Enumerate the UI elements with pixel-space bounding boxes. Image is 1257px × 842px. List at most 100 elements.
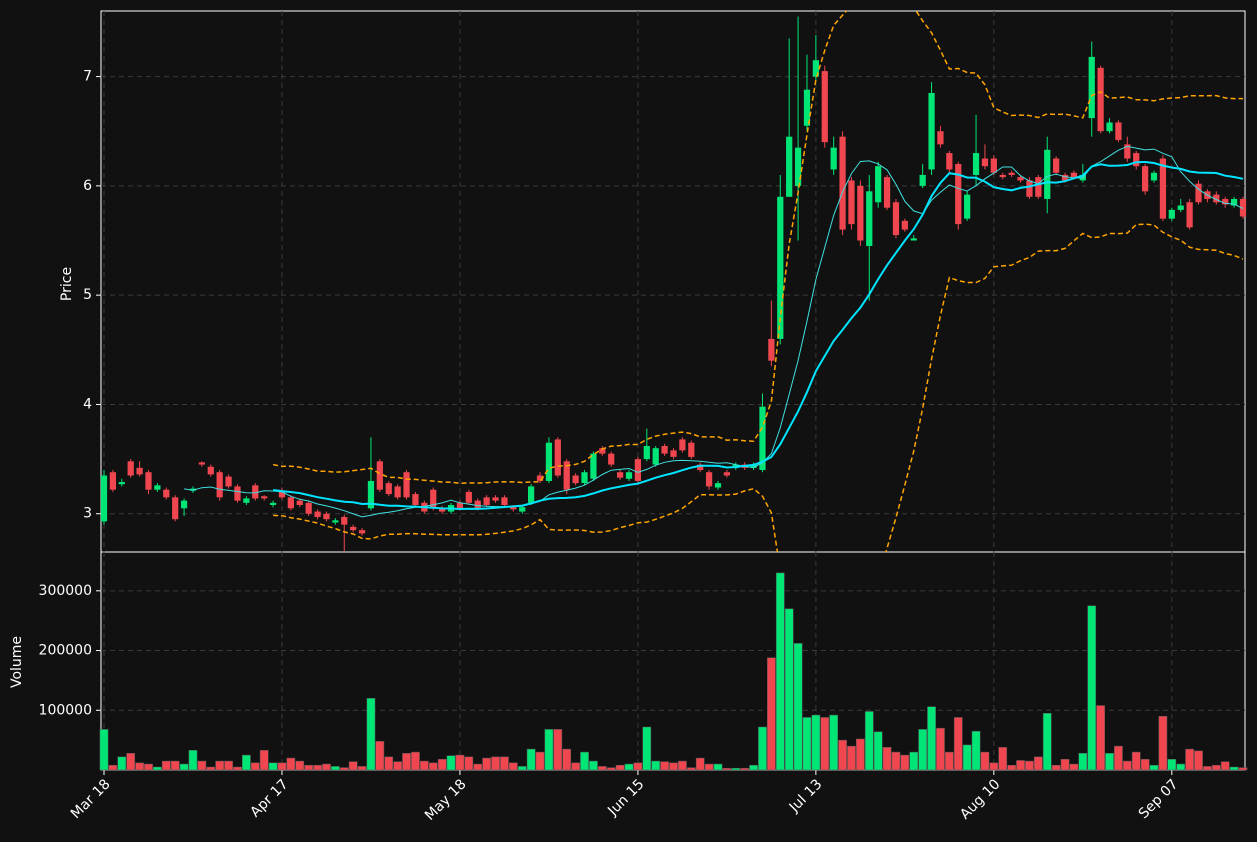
- candle-body: [225, 476, 232, 487]
- volume-bar: [571, 762, 580, 771]
- volume-bar: [980, 751, 990, 771]
- bollinger-band: [273, 223, 1244, 552]
- volume-bar: [197, 760, 207, 771]
- volume-bar: [580, 751, 589, 771]
- volume-bar: [464, 756, 474, 771]
- candle-body: [252, 485, 259, 499]
- candle-body: [403, 472, 410, 498]
- y-tick-label: 6: [83, 178, 92, 194]
- volume-bar: [793, 643, 803, 771]
- volume-bar: [589, 760, 598, 771]
- candle-body: [1133, 153, 1140, 167]
- volume-bar: [411, 751, 420, 771]
- volume-bar: [633, 762, 643, 771]
- volume-bar: [1016, 760, 1025, 771]
- volume-bar: [500, 756, 509, 771]
- candle-body: [350, 526, 357, 531]
- candle-body: [981, 158, 989, 167]
- candle-body: [385, 483, 392, 495]
- candle-body: [554, 439, 561, 476]
- candle-body: [910, 238, 917, 241]
- candle-body: [528, 486, 535, 503]
- volume-bar: [651, 760, 661, 771]
- volume-bar: [775, 572, 785, 771]
- y-tick-label: 7: [83, 69, 92, 85]
- candle-body: [545, 442, 553, 481]
- volume-bar: [420, 760, 429, 771]
- volume-bar: [927, 706, 936, 771]
- candle-body: [501, 497, 508, 506]
- volume-bar: [544, 729, 554, 771]
- candle-body: [937, 131, 944, 145]
- x-tick-label: Mar 18: [68, 776, 114, 822]
- candle-body: [1115, 122, 1122, 140]
- volume-bar: [998, 747, 1008, 771]
- candle-body: [848, 180, 855, 225]
- volume-bar: [767, 657, 776, 771]
- candle-body: [688, 442, 695, 457]
- candle-body: [1070, 172, 1078, 178]
- volume-bar: [535, 751, 545, 771]
- volume-bar: [758, 726, 767, 771]
- volume-bar: [1211, 764, 1221, 771]
- volume-bar: [117, 756, 127, 771]
- volume-bar: [144, 763, 153, 771]
- candle-body: [1159, 158, 1167, 219]
- volume-bar: [482, 757, 491, 771]
- y-axis-label: Price: [59, 267, 75, 301]
- candle-body: [652, 448, 659, 465]
- volume-bar: [1149, 764, 1159, 771]
- volume-bar: [1122, 760, 1132, 771]
- candle-body: [376, 461, 383, 490]
- candle-body: [323, 513, 330, 520]
- x-tick-label: Aug 10: [957, 776, 1003, 822]
- candle-body: [145, 472, 152, 490]
- volume-bar: [900, 754, 910, 771]
- volume-bar: [936, 727, 945, 771]
- y2-tick-label: 100000: [39, 702, 92, 718]
- candle-body: [109, 472, 117, 490]
- volume-bar: [348, 761, 358, 771]
- volume-bar: [1105, 753, 1114, 771]
- candle-body: [1177, 205, 1184, 210]
- volume-bar: [455, 754, 465, 771]
- candle-body: [955, 164, 962, 225]
- volume-bar: [1051, 764, 1061, 771]
- volume-bar: [856, 738, 865, 771]
- candle-body: [1017, 177, 1024, 181]
- candle-body: [581, 472, 588, 484]
- volume-bar: [695, 757, 705, 771]
- candle-body: [928, 92, 935, 170]
- candle-body: [465, 491, 472, 503]
- volume-bar: [428, 762, 438, 771]
- candle-body: [100, 475, 108, 522]
- volume-bar: [1238, 767, 1248, 771]
- candle-body: [777, 196, 784, 339]
- candle-body: [492, 497, 499, 501]
- price-panel: [100, 10, 1246, 553]
- candle-body: [358, 530, 366, 534]
- volume-bar: [1194, 750, 1203, 771]
- volume-bar: [384, 756, 394, 771]
- volume-bar: [847, 745, 856, 771]
- volume-bar: [1007, 764, 1016, 771]
- candle-body: [136, 467, 143, 475]
- candle-body: [866, 191, 873, 246]
- volume-bar: [945, 751, 954, 771]
- volume-bar: [864, 711, 874, 771]
- candle-body: [127, 461, 134, 476]
- volume-bar: [713, 763, 723, 771]
- candle-body: [812, 60, 819, 77]
- candle-body: [901, 220, 908, 230]
- volume-bar: [1167, 758, 1177, 771]
- volume-bar: [1229, 766, 1239, 771]
- candle-body: [670, 450, 677, 457]
- volume-bar: [749, 764, 758, 771]
- candle-body: [883, 177, 891, 208]
- x-tick-label: Sep 07: [1136, 776, 1182, 822]
- volume-bar: [1033, 756, 1043, 771]
- volume-bar: [1087, 605, 1097, 771]
- candle-body: [154, 485, 161, 490]
- candle-body: [332, 520, 339, 523]
- candle-body: [679, 439, 686, 451]
